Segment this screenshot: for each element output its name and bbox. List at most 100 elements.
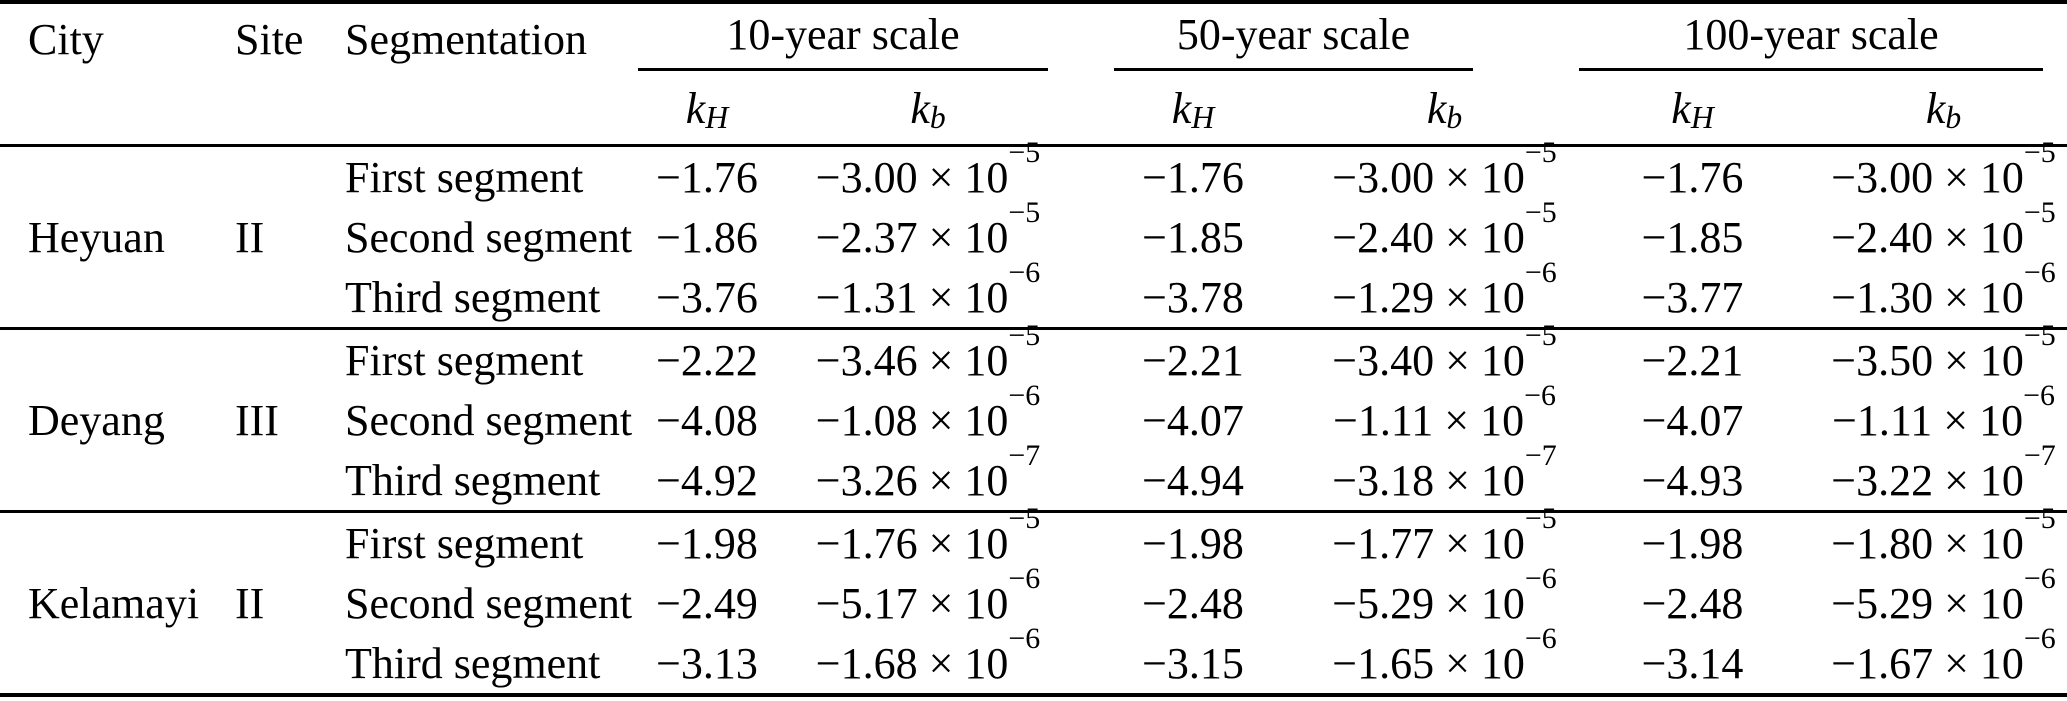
value-kb-50-year: −5.29 × 10−6 [1332, 562, 1557, 628]
table-row: Second segment −4.08 −1.08 × 10−6 −4.07 −1.1… [0, 379, 2067, 450]
value-kH-100-year: −3.77 [1641, 272, 1744, 322]
value-kH-10-year: −4.92 [656, 455, 758, 505]
table-row: Kelamayi II First segment −1.98 −1.76 × 10−5… [0, 504, 2067, 695]
table-row: Third segment −4.92 −3.26 × 10−7 −4.94 −3.18… [0, 439, 2067, 512]
col-subheader-100-year-kb: kb [1820, 72, 2067, 147]
table-row: Third segment −3.76 −1.31 × 10−6 −3.78 −1.29… [0, 256, 2067, 329]
value-kH-50-year: −2.21 [1062, 327, 1324, 390]
col-subheader-10-year-kH: kH [620, 72, 794, 147]
segment-cell: First segment [345, 152, 584, 202]
value-kb-10-year: −1.31 × 10−6 [815, 256, 1041, 322]
table-row: Deyang III First segment −2.22 −3.46 × 10−5−… [0, 321, 2067, 512]
col-subheader-50-year-kb: kb [1324, 72, 1565, 147]
value-kb-100-year: −1.67 × 10−6 [1831, 622, 2056, 688]
value-kb-10-year: −1.08 × 10−6 [815, 379, 1041, 445]
site-cell: II [207, 510, 317, 695]
value-kb-100-year: −3.50 × 10−5 [1820, 321, 2067, 390]
value-kH-50-year: −1.85 [1142, 212, 1244, 262]
group-label-50-year: 50-year scale [1114, 6, 1473, 71]
col-group-10-year-scale: 10-year scale [620, 2, 1062, 72]
value-kH-50-year: −3.78 [1142, 272, 1244, 322]
header-row-groups: City Site Segmentation 10-year scale 50-… [0, 2, 2067, 147]
value-kH-100-year: −1.76 [1641, 152, 1744, 202]
value-kH-50-year: −4.94 [1142, 455, 1244, 505]
segment-cell: Third segment [345, 638, 601, 688]
value-kb-50-year: −1.11 × 10−6 [1333, 379, 1556, 445]
value-kb-100-year: −3.22 × 10−7 [1831, 439, 2056, 505]
value-kb-50-year: −3.00 × 10−5 [1332, 136, 1557, 202]
segment-cell: Second segment [345, 578, 633, 628]
header-row-subcols: kH kb kH kb kH kb [0, 72, 2067, 147]
value-kH-100-year: −1.98 [1565, 510, 1820, 573]
table-row: Second segment −1.86 −2.37 × 10−5 −1.85 −2.4… [0, 196, 2067, 267]
city-block-heyuan: Heyuan II First segment −1.76 −3.00 × 10−5 −1… [0, 136, 2067, 329]
value-kH-10-year: −1.86 [656, 212, 758, 262]
value-kH-10-year: −3.76 [656, 272, 758, 322]
value-kH-10-year: −4.08 [656, 395, 758, 445]
value-kH-10-year: −3.13 [656, 638, 758, 688]
col-subheader-10-year-kb: kb [794, 72, 1062, 147]
value-kH-10-year: −2.49 [656, 578, 758, 628]
col-group-50-year-scale: 50-year scale [1062, 2, 1565, 72]
city-block-deyang: Deyang III First segment −2.22 −3.46 × 10−5−… [0, 321, 2067, 512]
segment-cell: Second segment [345, 395, 633, 445]
col-header-site: Site [207, 2, 317, 147]
value-kH-50-year: −4.07 [1142, 395, 1244, 445]
city-cell: Heyuan [28, 212, 165, 262]
site-cell: III [207, 327, 317, 512]
table-row: Second segment −2.49 −5.17 × 10−6 −2.48 −5.2… [0, 562, 2067, 633]
group-label-10-year: 10-year scale [638, 6, 1048, 71]
value-kb-100-year: −1.30 × 10−6 [1831, 256, 2056, 322]
col-header-city: City [0, 2, 207, 147]
city-cell: Kelamayi [0, 510, 207, 695]
segment-cell: First segment [317, 510, 620, 573]
value-kH-50-year: −2.48 [1142, 578, 1244, 628]
value-kH-100-year: −3.14 [1641, 638, 1744, 688]
group-label-100-year: 100-year scale [1579, 6, 2043, 71]
value-kH-100-year: −2.21 [1565, 327, 1820, 390]
value-kH-50-year: −1.98 [1062, 510, 1324, 573]
value-kb-50-year: −2.40 × 10−5 [1332, 196, 1557, 262]
value-kH-10-year: −1.98 [620, 510, 794, 573]
value-kb-10-year: −3.26 × 10−7 [815, 439, 1041, 505]
value-kb-10-year: −3.46 × 10−5 [794, 321, 1062, 390]
site-cell: II [235, 212, 265, 262]
value-kb-100-year: −3.00 × 10−5 [1831, 136, 2056, 202]
segment-cell: Second segment [345, 212, 633, 262]
table-row: Heyuan II First segment −1.76 −3.00 × 10−5 −1… [0, 136, 2067, 262]
value-kH-10-year: −1.76 [656, 152, 758, 202]
value-kH-100-year: −1.85 [1641, 212, 1744, 262]
table-header: City Site Segmentation 10-year scale 50-… [0, 2, 2067, 147]
value-kH-100-year: −2.48 [1641, 578, 1744, 628]
value-kb-100-year: −1.11 × 10−6 [1832, 379, 2055, 445]
value-kH-100-year: −4.93 [1641, 455, 1744, 505]
value-kb-10-year: −3.00 × 10−5 [815, 136, 1041, 202]
value-kb-50-year: −1.65 × 10−6 [1332, 622, 1557, 688]
value-kH-100-year: −4.07 [1641, 395, 1744, 445]
segment-cell: First segment [317, 327, 620, 390]
value-kb-50-year: −3.40 × 10−5 [1324, 321, 1565, 390]
table-row: Third segment −3.13 −1.68 × 10−6 −3.15 −1.65… [0, 622, 2067, 695]
value-kb-100-year: −5.29 × 10−6 [1831, 562, 2056, 628]
value-kb-10-year: −5.17 × 10−6 [815, 562, 1041, 628]
col-header-segmentation: Segmentation [317, 2, 620, 147]
col-subheader-100-year-kH: kH [1565, 72, 1820, 147]
value-kH-50-year: −3.15 [1142, 638, 1244, 688]
city-cell: Deyang [0, 327, 207, 512]
col-group-100-year-scale: 100-year scale [1565, 2, 2067, 72]
value-kb-50-year: −3.18 × 10−7 [1332, 439, 1557, 505]
value-kb-50-year: −1.29 × 10−6 [1332, 256, 1557, 322]
value-kb-10-year: −1.76 × 10−5 [794, 504, 1062, 573]
value-kb-100-year: −1.80 × 10−5 [1820, 504, 2067, 573]
value-kH-10-year: −2.22 [620, 327, 794, 390]
value-kH-50-year: −1.76 [1142, 152, 1244, 202]
segment-cell: Third segment [345, 272, 601, 322]
value-kb-100-year: −2.40 × 10−5 [1831, 196, 2056, 262]
value-kb-10-year: −1.68 × 10−6 [815, 622, 1041, 688]
segment-cell: Third segment [345, 455, 601, 505]
city-block-kelamayi: Kelamayi II First segment −1.98 −1.76 × 10−5… [0, 504, 2067, 695]
value-kb-50-year: −1.77 × 10−5 [1324, 504, 1565, 573]
col-subheader-50-year-kH: kH [1062, 72, 1324, 147]
